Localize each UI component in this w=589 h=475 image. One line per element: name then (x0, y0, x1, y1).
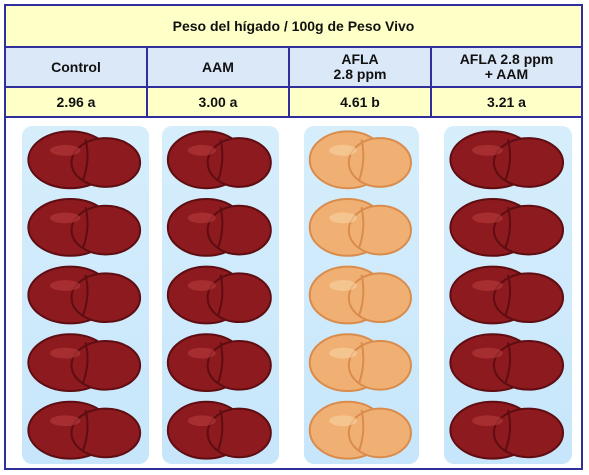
header-line: AFLA 2.8 ppm (459, 51, 554, 67)
liver-photo-control (22, 126, 149, 464)
liver-lobe (308, 130, 412, 190)
liver-photo-drawing (308, 130, 412, 460)
liver-lobe (166, 333, 272, 392)
liver-lobe (27, 130, 142, 190)
table-title: Peso del hígado / 100g de Peso Vivo (6, 6, 581, 48)
header-row: Control AAM AFLA 2.8 ppm AFLA 2.8 ppm + … (6, 48, 581, 88)
liver-lobe (308, 265, 412, 325)
liver-lobe (27, 400, 142, 460)
liver-lobe (27, 198, 142, 257)
value-afla: 4.61 b (290, 88, 432, 116)
liver-lobe (449, 400, 565, 460)
liver-lobe (449, 333, 565, 392)
header-control: Control (6, 48, 148, 86)
liver-photo-afla-aam (444, 126, 572, 464)
header-aam: AAM (148, 48, 290, 86)
liver-lobe (308, 333, 412, 392)
liver-photo-drawing (166, 130, 272, 460)
liver-lobe (166, 198, 272, 257)
liver-photo-drawing (27, 130, 142, 460)
liver-lobe (449, 198, 565, 257)
liver-lobe (449, 265, 565, 325)
header-line: 2.8 ppm (333, 66, 387, 82)
liver-lobe (166, 130, 272, 190)
liver-lobe (308, 198, 412, 257)
photo-row (6, 118, 581, 468)
header-afla: AFLA 2.8 ppm (290, 48, 432, 86)
header-line: AAM (202, 58, 234, 75)
liver-lobe (449, 130, 565, 190)
liver-photo-aam (162, 126, 279, 464)
value-aam: 3.00 a (148, 88, 290, 116)
header-line: AFLA (341, 51, 379, 67)
liver-lobe (166, 400, 272, 460)
liver-photo-afla (304, 126, 419, 464)
header-line: + AAM (484, 66, 529, 82)
liver-lobe (27, 265, 142, 325)
liver-weight-table: Peso del hígado / 100g de Peso Vivo Cont… (4, 4, 583, 470)
header-afla-aam: AFLA 2.8 ppm + AAM (432, 48, 581, 86)
liver-lobe (308, 400, 412, 460)
header-line: Control (51, 58, 101, 75)
liver-photo-drawing (449, 130, 565, 460)
value-row: 2.96 a 3.00 a 4.61 b 3.21 a (6, 88, 581, 118)
value-afla-aam: 3.21 a (487, 93, 526, 110)
value-control: 2.96 a (6, 88, 148, 116)
liver-lobe (166, 265, 272, 325)
liver-lobe (27, 333, 142, 392)
